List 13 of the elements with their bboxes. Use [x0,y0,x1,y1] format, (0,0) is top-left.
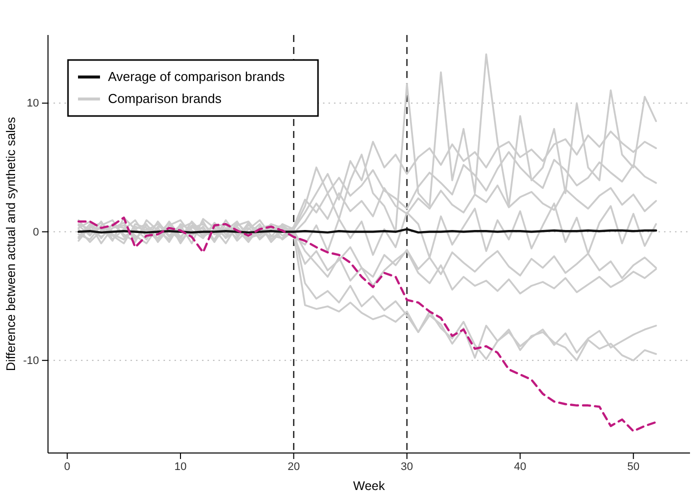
x-tick-label: 0 [64,460,70,473]
x-tick-label: 20 [288,460,300,473]
y-tick-label: 10 [26,98,39,110]
legend-label: Average of comparison brands [108,69,286,84]
x-tick-label: 40 [514,460,526,473]
legend-label: Comparison brands [108,91,222,106]
x-tick-label: 10 [174,460,187,473]
x-tick-label: 30 [400,460,414,473]
y-tick-label: -10 [23,354,39,367]
y-axis-title: Difference between actual and synthetic sales [4,116,18,372]
x-tick-label: 50 [627,460,640,473]
x-axis-title: Week [353,479,386,493]
y-tick-label: 0 [32,226,39,238]
